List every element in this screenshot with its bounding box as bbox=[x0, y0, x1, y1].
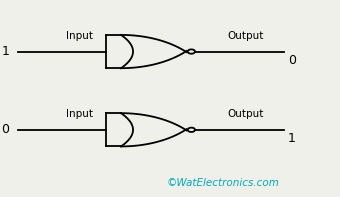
Text: Input: Input bbox=[66, 31, 93, 41]
Text: 1: 1 bbox=[288, 132, 295, 145]
Text: Input: Input bbox=[66, 109, 93, 119]
Text: ©WatElectronics.com: ©WatElectronics.com bbox=[166, 178, 279, 188]
Text: 1: 1 bbox=[1, 45, 10, 58]
Text: 0: 0 bbox=[288, 54, 296, 67]
Text: Output: Output bbox=[228, 31, 264, 41]
Text: 0: 0 bbox=[1, 123, 10, 136]
Text: Output: Output bbox=[228, 109, 264, 119]
